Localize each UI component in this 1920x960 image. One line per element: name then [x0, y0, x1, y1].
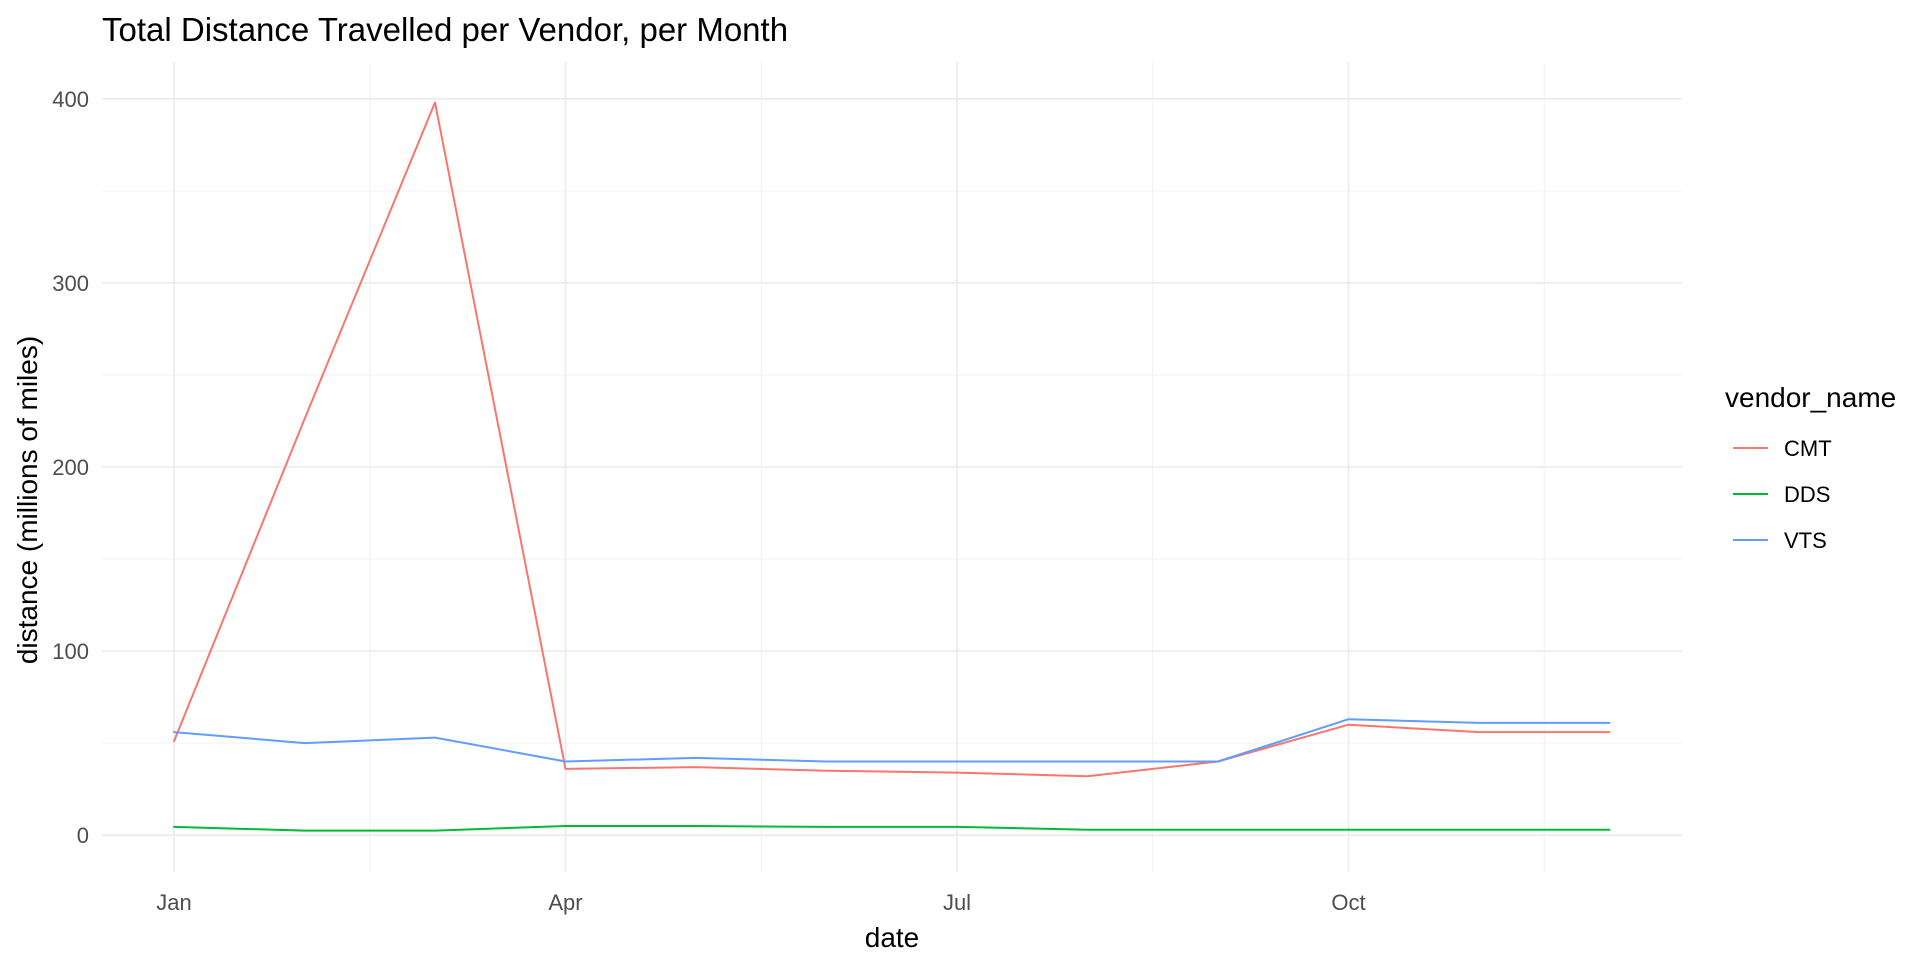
major-gridlines: [102, 62, 1682, 872]
x-tick-label: Jul: [943, 890, 971, 915]
legend-label-vts: VTS: [1784, 528, 1827, 553]
legend-items: CMT DDS VTS: [1733, 436, 1832, 553]
legend-label-dds: DDS: [1784, 482, 1830, 507]
x-tick-label: Jan: [156, 890, 191, 915]
x-tick-label: Apr: [548, 890, 582, 915]
legend-title: vendor_name: [1725, 382, 1896, 413]
y-axis-tick-labels: 0 100 200 300 400: [52, 87, 89, 848]
x-tick-label: Oct: [1331, 890, 1365, 915]
y-tick-label: 100: [52, 639, 89, 664]
y-tick-label: 400: [52, 87, 89, 112]
chart-title: Total Distance Travelled per Vendor, per…: [102, 11, 788, 48]
y-tick-label: 0: [77, 823, 89, 848]
legend: vendor_name CMT DDS VTS: [1725, 382, 1896, 553]
y-tick-label: 300: [52, 271, 89, 296]
series-line-vts: [174, 719, 1610, 761]
legend-label-cmt: CMT: [1784, 436, 1832, 461]
y-tick-label: 200: [52, 455, 89, 480]
x-axis-tick-labels: Jan Apr Jul Oct: [156, 890, 1365, 915]
y-axis-title: distance (millions of miles): [12, 336, 43, 664]
series-line-dds: [174, 826, 1610, 831]
series-line-cmt: [174, 103, 1610, 777]
x-axis-title: date: [865, 922, 920, 953]
